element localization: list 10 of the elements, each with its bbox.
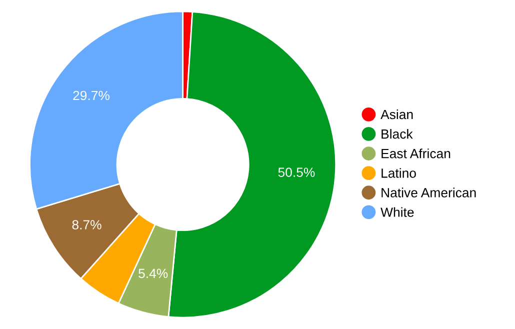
legend-label: Native American — [382, 188, 476, 198]
data-label: 50.5% — [278, 168, 315, 177]
legend-label: East African — [382, 148, 450, 158]
data-label: 5.4% — [138, 268, 168, 278]
legend-label: Latino — [382, 168, 416, 178]
legend-label: White — [380, 207, 414, 217]
data-label: 29.7% — [73, 90, 110, 100]
legend-label: Black — [382, 129, 413, 139]
legend-label: Asian — [380, 109, 413, 120]
data-label: 8.7% — [72, 220, 102, 230]
